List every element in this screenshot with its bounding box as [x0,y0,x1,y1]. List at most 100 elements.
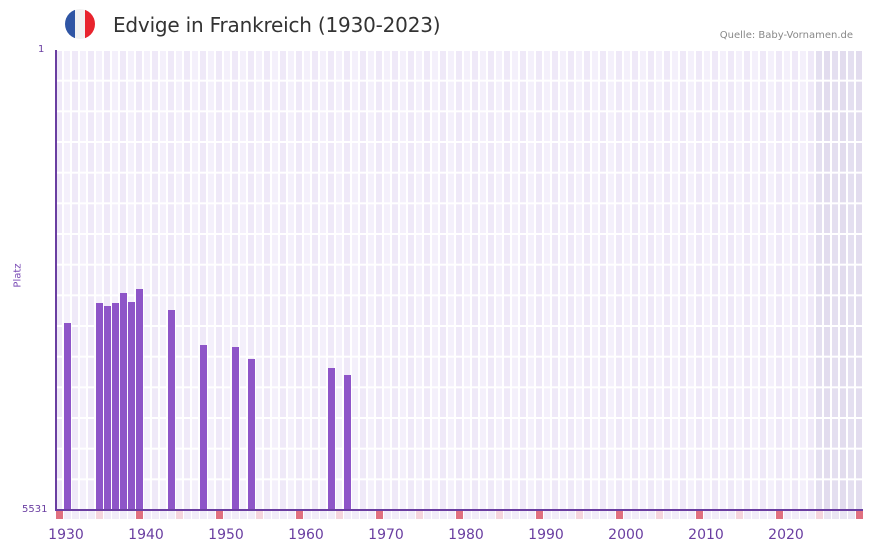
year-marker [704,511,711,519]
year-marker [856,511,863,519]
year-marker [504,511,511,519]
year-marker [664,511,671,519]
year-marker [768,511,775,519]
year-marker [824,511,831,519]
x-tick-label: 1930 [48,527,84,543]
year-marker [800,511,807,519]
source-credit: Quelle: Baby-Vornamen.de [719,30,853,41]
year-marker [352,511,359,519]
year-marker [168,511,175,519]
year-marker [80,511,87,519]
year-marker [104,511,111,519]
year-marker [184,511,191,519]
year-marker [248,511,255,519]
year-marker [272,511,279,519]
year-marker [64,511,71,519]
year-marker [312,511,319,519]
year-marker [112,511,119,519]
year-marker [120,511,127,519]
y-axis-top-label: 1 [38,44,45,55]
y-axis-bottom-label: 5531 [22,504,48,515]
x-tick-label: 1960 [288,527,324,543]
year-marker [816,511,823,519]
x-tick-label: 1980 [448,527,484,543]
year-marker [792,511,799,519]
year-marker [56,511,63,519]
bar-1943[interactable] [168,310,175,510]
year-marker [512,511,519,519]
year-marker [472,511,479,519]
bar-1963[interactable] [328,368,335,510]
year-marker [688,511,695,519]
year-marker [288,511,295,519]
year-marker [72,511,79,519]
year-marker [344,511,351,519]
year-marker [528,511,535,519]
year-marker [368,511,375,519]
year-marker [680,511,687,519]
year-marker [520,511,527,519]
year-marker [96,511,103,519]
year-marker [584,511,591,519]
year-marker [416,511,423,519]
year-marker [144,511,151,519]
year-marker [424,511,431,519]
year-marker [600,511,607,519]
year-marker [160,511,167,519]
year-marker [576,511,583,519]
bar-1953[interactable] [248,359,255,510]
year-marker [752,511,759,519]
year-marker [456,511,463,519]
year-marker [480,511,487,519]
year-marker [672,511,679,519]
year-marker [256,511,263,519]
bar-1930[interactable] [64,323,71,510]
year-marker [632,511,639,519]
year-marker [736,511,743,519]
year-marker [640,511,647,519]
year-marker [560,511,567,519]
year-marker [240,511,247,519]
france-flag-icon [65,9,95,39]
year-marker [328,511,335,519]
year-marker [744,511,751,519]
bar-1934[interactable] [96,303,103,510]
year-marker [280,511,287,519]
year-marker [696,511,703,519]
year-marker [208,511,215,519]
year-marker [200,511,207,519]
year-marker [608,511,615,519]
y-axis-title: Platz [12,263,24,288]
x-tick-label: 1950 [208,527,244,543]
year-marker [88,511,95,519]
bar-1947[interactable] [200,345,207,510]
bar-1965[interactable] [344,374,351,510]
bar-1938[interactable] [128,302,135,510]
year-marker [760,511,767,519]
year-marker [776,511,783,519]
year-marker [376,511,383,519]
bar-1951[interactable] [232,347,239,510]
grid-background [56,51,862,509]
year-marker [216,511,223,519]
year-marker [408,511,415,519]
x-tick-label: 1940 [128,527,164,543]
year-marker [568,511,575,519]
year-marker [128,511,135,519]
year-marker [304,511,311,519]
year-marker [432,511,439,519]
year-marker [624,511,631,519]
y-axis-line [55,50,57,510]
bar-1936[interactable] [112,303,119,510]
year-marker [720,511,727,519]
year-marker [648,511,655,519]
bar-1937[interactable] [120,292,127,510]
bar-1935[interactable] [104,306,111,510]
year-marker [320,511,327,519]
year-marker [176,511,183,519]
year-marker [440,511,447,519]
bar-1939[interactable] [136,288,143,510]
year-marker [848,511,855,519]
year-marker [448,511,455,519]
year-marker [712,511,719,519]
